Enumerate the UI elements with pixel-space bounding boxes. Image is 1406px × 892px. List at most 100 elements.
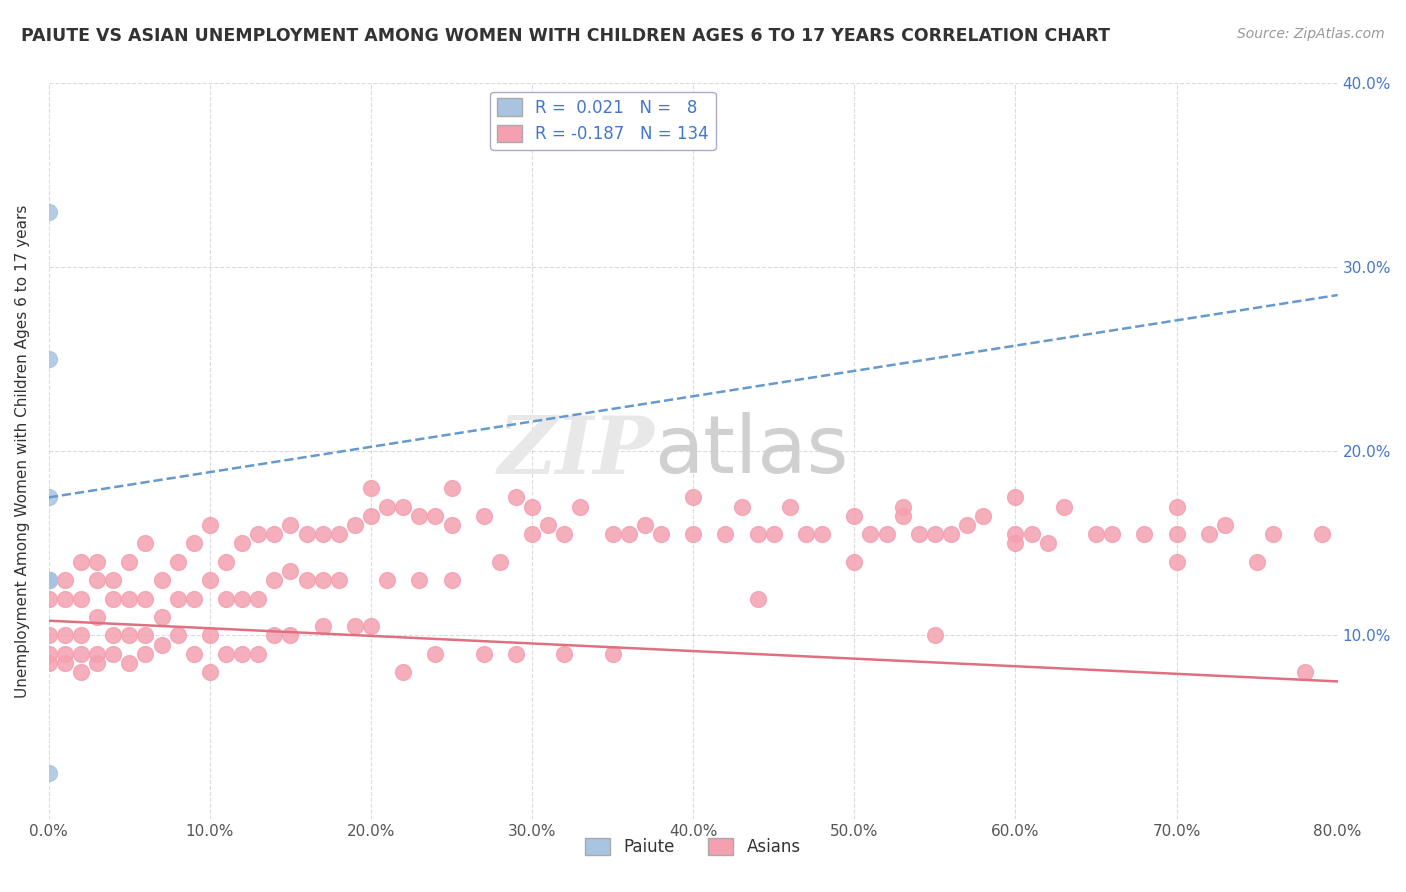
Point <box>118 591 141 606</box>
Point <box>939 527 962 541</box>
Point <box>408 573 430 587</box>
Point <box>602 647 624 661</box>
Point <box>38 573 60 587</box>
Point <box>440 518 463 533</box>
Point <box>569 500 592 514</box>
Point <box>38 573 60 587</box>
Point <box>38 573 60 587</box>
Point <box>118 628 141 642</box>
Point <box>118 555 141 569</box>
Point <box>328 527 350 541</box>
Point <box>425 647 447 661</box>
Y-axis label: Unemployment Among Women with Children Ages 6 to 17 years: Unemployment Among Women with Children A… <box>15 205 30 698</box>
Point <box>38 591 60 606</box>
Point <box>215 591 238 606</box>
Point <box>1053 500 1076 514</box>
Point <box>1084 527 1107 541</box>
Point <box>38 656 60 670</box>
Point <box>198 518 221 533</box>
Point <box>537 518 560 533</box>
Point <box>280 628 302 642</box>
Point <box>166 628 188 642</box>
Point <box>103 647 125 661</box>
Point <box>198 573 221 587</box>
Point <box>103 591 125 606</box>
Point <box>198 628 221 642</box>
Point <box>1004 527 1026 541</box>
Point <box>472 508 495 523</box>
Point <box>1021 527 1043 541</box>
Point <box>53 628 76 642</box>
Point <box>280 518 302 533</box>
Point <box>247 527 270 541</box>
Point <box>70 647 93 661</box>
Point <box>86 555 108 569</box>
Point <box>103 573 125 587</box>
Point <box>183 536 205 550</box>
Point <box>602 527 624 541</box>
Point <box>794 527 817 541</box>
Point <box>231 536 253 550</box>
Point <box>634 518 657 533</box>
Point <box>907 527 929 541</box>
Point <box>924 628 946 642</box>
Point <box>103 628 125 642</box>
Point <box>295 573 318 587</box>
Point <box>360 508 382 523</box>
Point <box>343 619 366 633</box>
Point <box>360 481 382 495</box>
Point <box>1246 555 1268 569</box>
Point <box>215 647 238 661</box>
Point <box>263 527 285 541</box>
Point <box>1166 555 1188 569</box>
Point <box>1166 500 1188 514</box>
Point <box>134 536 156 550</box>
Point <box>86 573 108 587</box>
Point <box>1263 527 1285 541</box>
Point <box>247 647 270 661</box>
Point <box>38 573 60 587</box>
Point <box>118 656 141 670</box>
Point <box>924 527 946 541</box>
Point <box>811 527 834 541</box>
Point <box>328 573 350 587</box>
Text: ZIP: ZIP <box>498 413 655 491</box>
Point <box>520 500 543 514</box>
Point <box>150 610 173 624</box>
Point <box>425 508 447 523</box>
Point <box>166 591 188 606</box>
Point <box>311 573 333 587</box>
Point <box>134 628 156 642</box>
Point <box>1213 518 1236 533</box>
Text: atlas: atlas <box>655 412 849 491</box>
Point <box>1004 536 1026 550</box>
Point <box>440 573 463 587</box>
Point <box>150 638 173 652</box>
Point <box>730 500 752 514</box>
Point <box>70 665 93 680</box>
Point <box>520 527 543 541</box>
Point <box>682 491 704 505</box>
Point <box>1198 527 1220 541</box>
Point <box>38 628 60 642</box>
Point <box>505 647 527 661</box>
Point <box>311 527 333 541</box>
Point <box>1294 665 1316 680</box>
Point <box>505 491 527 505</box>
Point <box>972 508 994 523</box>
Point <box>844 508 866 523</box>
Point <box>1101 527 1123 541</box>
Point <box>1004 491 1026 505</box>
Point <box>70 555 93 569</box>
Point <box>134 591 156 606</box>
Point <box>53 656 76 670</box>
Point <box>198 665 221 680</box>
Point <box>747 527 769 541</box>
Point <box>375 500 398 514</box>
Point <box>440 481 463 495</box>
Point <box>1036 536 1059 550</box>
Point <box>472 647 495 661</box>
Point <box>859 527 882 541</box>
Point <box>263 628 285 642</box>
Point <box>215 555 238 569</box>
